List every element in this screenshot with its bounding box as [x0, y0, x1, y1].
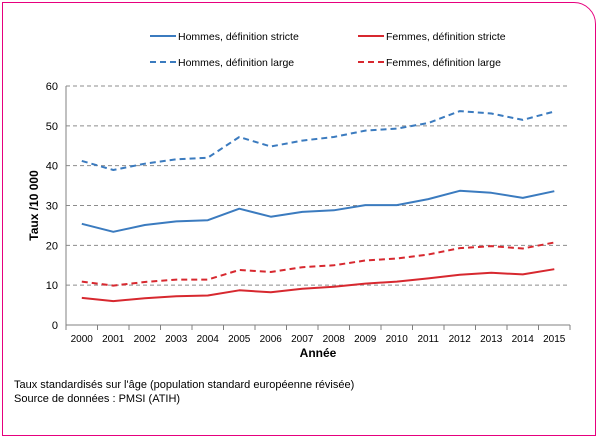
x-tick-label: 2011	[417, 334, 439, 345]
series-line-1	[81, 189, 555, 233]
x-tick-label: 2014	[512, 334, 535, 345]
x-tick-label: 2002	[134, 334, 157, 345]
series-line-4	[81, 241, 555, 287]
y-tick-label: 10	[46, 280, 58, 292]
y-tick-label: 30	[46, 201, 58, 213]
y-tick-label: 0	[52, 320, 58, 332]
x-tick-label: 2010	[386, 334, 409, 345]
x-tick-label: 2007	[291, 334, 314, 345]
series-line-3	[81, 110, 555, 171]
x-tick-label: 2003	[165, 334, 188, 345]
y-tick-label: 40	[46, 161, 58, 173]
legend-label-2: Femmes, définition stricte	[386, 31, 506, 43]
figure-frame	[2, 2, 596, 436]
x-tick-label: 2005	[228, 334, 251, 345]
x-axis-title: Année	[300, 346, 337, 360]
legend-label-3: Hommes, définition large	[178, 57, 294, 69]
x-tick-label: 2006	[260, 334, 283, 345]
x-tick-label: 2001	[102, 334, 125, 345]
x-tick-label: 2013	[480, 334, 503, 345]
footnote-source: Source de données : PMSI (ATIH)	[14, 393, 181, 405]
x-tick-label: 2009	[354, 334, 377, 345]
x-tick-label: 2015	[543, 334, 566, 345]
legend-label-1: Hommes, définition stricte	[178, 31, 299, 43]
x-tick-label: 2008	[323, 334, 346, 345]
footnote-standardization: Taux standardisés sur l'âge (population …	[14, 379, 355, 391]
y-tick-label: 60	[46, 81, 58, 93]
y-tick-label: 20	[46, 240, 58, 252]
x-tick-label: 2000	[71, 334, 94, 345]
y-tick-label: 50	[46, 121, 58, 133]
series-line-2	[81, 268, 555, 303]
x-tick-label: 2012	[449, 334, 472, 345]
legend-label-4: Femmes, définition large	[386, 57, 501, 69]
y-axis-title: Taux /10 000	[27, 170, 41, 241]
x-tick-label: 2004	[197, 334, 220, 345]
